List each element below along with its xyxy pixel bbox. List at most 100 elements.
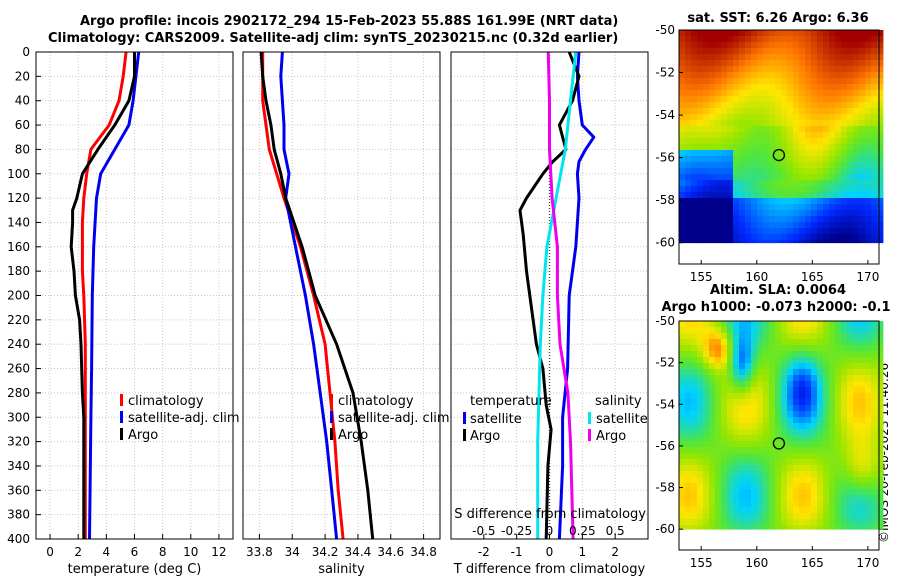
- heatmap-cell: [823, 363, 830, 370]
- heatmap-cell: [865, 357, 872, 364]
- heatmap-cell: [835, 96, 842, 103]
- heatmap-cell: [751, 72, 758, 79]
- heatmap-cell: [811, 84, 818, 91]
- heatmap-cell: [721, 114, 728, 121]
- heatmap-cell: [871, 144, 878, 151]
- heatmap-cell: [847, 525, 854, 530]
- heatmap-cell: [793, 78, 800, 85]
- heatmap-cell: [787, 36, 794, 43]
- heatmap-cell: [877, 429, 884, 436]
- heatmap-cell: [733, 144, 740, 151]
- heatmap-cell: [697, 507, 704, 514]
- heatmap-cell: [745, 495, 752, 502]
- heatmap-cell: [853, 72, 860, 79]
- heatmap-cell: [811, 174, 818, 181]
- heatmap-cell: [811, 393, 818, 400]
- heatmap-cell: [751, 477, 758, 484]
- heatmap-cell: [799, 357, 806, 364]
- heatmap-cell: [877, 447, 884, 454]
- heatmap-cell: [853, 204, 860, 211]
- heatmap-cell: [751, 186, 758, 193]
- heatmap-cell: [721, 447, 728, 454]
- heatmap-cell: [739, 204, 746, 211]
- heatmap-cell: [817, 471, 824, 478]
- heatmap-cell: [811, 186, 818, 193]
- x-tick-label: 1: [579, 545, 587, 559]
- heatmap-cell: [805, 441, 812, 448]
- heatmap-cell: [829, 387, 836, 394]
- heatmap-cell: [853, 327, 860, 334]
- heatmap-cell: [679, 447, 686, 454]
- heatmap-cell: [733, 210, 740, 217]
- heatmap-cell: [757, 126, 764, 133]
- heatmap-cell: [715, 228, 722, 235]
- heatmap-cell: [835, 90, 842, 97]
- heatmap-cell: [703, 483, 710, 490]
- heatmap-cell: [823, 234, 830, 241]
- heatmap-cell: [847, 240, 854, 244]
- heatmap-cell: [769, 501, 776, 508]
- heatmap-cell: [817, 345, 824, 352]
- heatmap-cell: [877, 417, 884, 424]
- heatmap-cell: [775, 216, 782, 223]
- heatmap-cell: [787, 42, 794, 49]
- heatmap-cell: [775, 501, 782, 508]
- heatmap-cell: [715, 216, 722, 223]
- heatmap-cell: [847, 483, 854, 490]
- heatmap-cell: [739, 489, 746, 496]
- heatmap-cell: [739, 363, 746, 370]
- heatmap-cell: [829, 417, 836, 424]
- heatmap-cell: [763, 240, 770, 244]
- heatmap-cell: [691, 222, 698, 229]
- heatmap-cell: [811, 519, 818, 526]
- heatmap-cell: [763, 519, 770, 526]
- heatmap-cell: [853, 96, 860, 103]
- x-tick-label: 155: [690, 270, 713, 284]
- heatmap-cell: [823, 327, 830, 334]
- heatmap-cell: [847, 198, 854, 205]
- heatmap-cell: [871, 447, 878, 454]
- heatmap-cell: [823, 453, 830, 460]
- heatmap-cell: [763, 441, 770, 448]
- heatmap-cell: [703, 495, 710, 502]
- heatmap-cell: [805, 36, 812, 43]
- heatmap-cell: [763, 351, 770, 358]
- heatmap-cell: [709, 447, 716, 454]
- heatmap-cell: [679, 501, 686, 508]
- heatmap-cell: [709, 198, 716, 205]
- heatmap-cell: [775, 90, 782, 97]
- heatmap-cell: [865, 483, 872, 490]
- heatmap-cell: [733, 513, 740, 520]
- y-tick-label: 80: [15, 142, 30, 156]
- heatmap-cell: [727, 405, 734, 412]
- heatmap-cell: [697, 90, 704, 97]
- heatmap-cell: [829, 519, 836, 526]
- heatmap-cell: [697, 156, 704, 163]
- heatmap-cell: [829, 327, 836, 334]
- heatmap-cell: [829, 228, 836, 235]
- heatmap-cell: [745, 42, 752, 49]
- heatmap-cell: [757, 357, 764, 364]
- heatmap-cell: [721, 102, 728, 109]
- heatmap-cell: [877, 327, 884, 334]
- heatmap-cell: [733, 441, 740, 448]
- heatmap-cell: [781, 156, 788, 163]
- heatmap-cell: [823, 351, 830, 358]
- heatmap-cell: [829, 30, 836, 37]
- heatmap-cell: [715, 132, 722, 139]
- heatmap-cell: [697, 333, 704, 340]
- heatmap-cell: [739, 54, 746, 61]
- heatmap-cell: [709, 240, 716, 244]
- heatmap-cell: [775, 465, 782, 472]
- heatmap-cell: [847, 519, 854, 526]
- heatmap-cell: [703, 156, 710, 163]
- heatmap-cell: [829, 240, 836, 244]
- heatmap-cell: [751, 369, 758, 376]
- heatmap-cell: [877, 345, 884, 352]
- heatmap-cell: [841, 138, 848, 145]
- heatmap-cell: [841, 405, 848, 412]
- heatmap-cell: [859, 90, 866, 97]
- heatmap-cell: [697, 525, 704, 530]
- heatmap-cell: [877, 363, 884, 370]
